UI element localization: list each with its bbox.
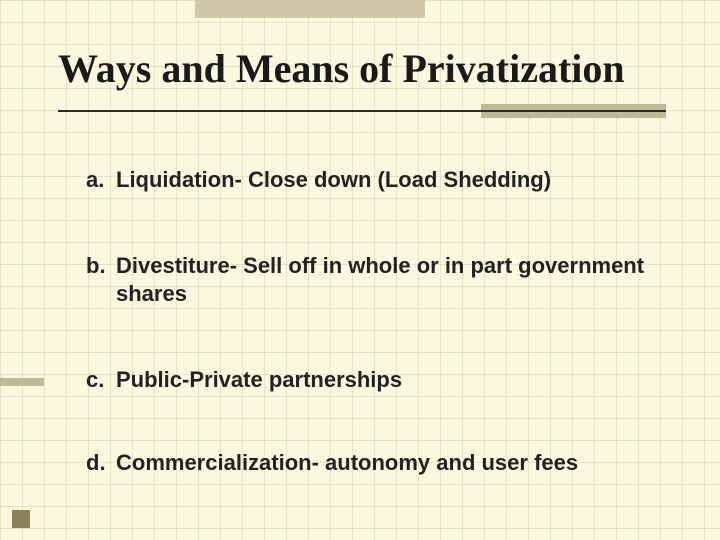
- list-item: b. Divestiture- Sell off in whole or in …: [86, 252, 656, 308]
- item-marker: b.: [86, 252, 116, 308]
- slide-content: Ways and Means of Privatization a. Liqui…: [0, 0, 720, 540]
- underline-thin: [58, 110, 666, 112]
- list-item: a. Liquidation- Close down (Load Sheddin…: [86, 166, 656, 194]
- list-item: d. Commercialization- autonomy and user …: [86, 449, 656, 477]
- slide-title: Ways and Means of Privatization: [58, 48, 666, 90]
- item-text: Liquidation- Close down (Load Shedding): [116, 166, 656, 194]
- item-text: Commercialization- autonomy and user fee…: [116, 449, 656, 477]
- item-text: Public-Private partnerships: [116, 366, 656, 394]
- item-text: Divestiture- Sell off in whole or in par…: [116, 252, 656, 308]
- item-marker: a.: [86, 166, 116, 194]
- list-item: c. Public-Private partnerships: [86, 366, 656, 394]
- title-underline: [58, 100, 666, 122]
- item-marker: c.: [86, 366, 116, 394]
- item-marker: d.: [86, 449, 116, 477]
- item-list: a. Liquidation- Close down (Load Sheddin…: [58, 166, 666, 477]
